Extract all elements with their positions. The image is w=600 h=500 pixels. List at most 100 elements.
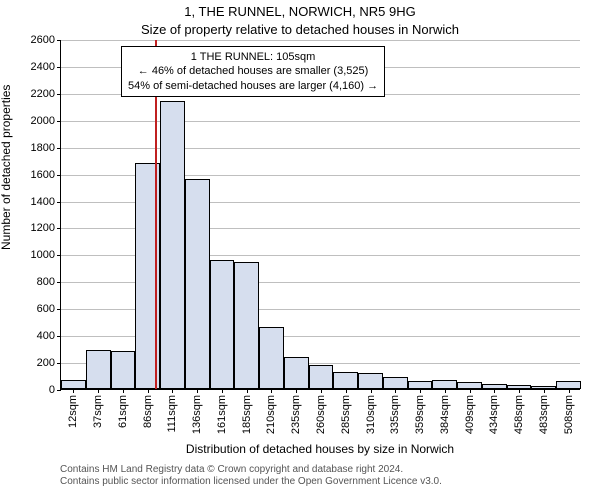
- x-tick-mark: [470, 389, 471, 393]
- y-tick-mark: [57, 40, 61, 41]
- x-tick-label: 136sqm: [191, 395, 203, 434]
- x-tick-label: 235sqm: [290, 395, 302, 434]
- x-tick-label: 260sqm: [315, 395, 327, 434]
- y-tick-label: 1200: [31, 222, 55, 234]
- x-tick-label: 185sqm: [241, 395, 253, 434]
- histogram-bar: [556, 381, 581, 389]
- x-tick-label: 285sqm: [340, 395, 352, 434]
- x-tick-mark: [321, 389, 322, 393]
- plot-area: 0200400600800100012001400160018002000220…: [60, 40, 580, 390]
- annotation-line-3: 54% of semi-detached houses are larger (…: [128, 79, 378, 93]
- x-tick-label: 12sqm: [67, 395, 79, 428]
- x-tick-mark: [371, 389, 372, 393]
- x-tick-label: 335sqm: [389, 395, 401, 434]
- x-tick-mark: [494, 389, 495, 393]
- x-tick-mark: [296, 389, 297, 393]
- x-tick-mark: [73, 389, 74, 393]
- x-tick-mark: [247, 389, 248, 393]
- x-tick-label: 409sqm: [464, 395, 476, 434]
- histogram-bar: [160, 101, 185, 389]
- x-tick-label: 483sqm: [538, 395, 550, 434]
- footer-copyright: Contains HM Land Registry data © Crown c…: [60, 464, 580, 475]
- y-tick-mark: [57, 309, 61, 310]
- histogram-bar: [284, 357, 309, 389]
- y-tick-mark: [57, 336, 61, 337]
- y-tick-label: 1800: [31, 142, 55, 154]
- y-tick-mark: [57, 282, 61, 283]
- x-tick-mark: [271, 389, 272, 393]
- y-tick-label: 400: [37, 330, 55, 342]
- histogram-bar: [111, 351, 136, 389]
- x-tick-label: 458sqm: [513, 395, 525, 434]
- y-tick-label: 2600: [31, 34, 55, 46]
- y-tick-label: 600: [37, 303, 55, 315]
- y-tick-label: 1000: [31, 249, 55, 261]
- histogram-bar: [234, 262, 259, 389]
- y-tick-mark: [57, 390, 61, 391]
- annotation-box: 1 THE RUNNEL: 105sqm← 46% of detached ho…: [121, 46, 385, 97]
- y-tick-mark: [57, 363, 61, 364]
- y-tick-mark: [57, 67, 61, 68]
- x-tick-mark: [148, 389, 149, 393]
- grid-line: [61, 148, 580, 149]
- x-tick-mark: [197, 389, 198, 393]
- y-tick-mark: [57, 202, 61, 203]
- y-tick-label: 2200: [31, 88, 55, 100]
- x-tick-label: 61sqm: [117, 395, 129, 428]
- footer-licence: Contains public sector information licen…: [60, 476, 580, 487]
- y-tick-label: 0: [49, 384, 55, 396]
- histogram-bar: [358, 373, 383, 389]
- x-tick-mark: [445, 389, 446, 393]
- x-tick-label: 359sqm: [414, 395, 426, 434]
- histogram-bar: [86, 350, 111, 389]
- x-tick-mark: [395, 389, 396, 393]
- y-axis-label: Number of detached properties: [0, 85, 13, 250]
- chart-subtitle: Size of property relative to detached ho…: [0, 22, 600, 37]
- x-tick-mark: [172, 389, 173, 393]
- x-tick-mark: [519, 389, 520, 393]
- histogram-bar: [185, 179, 210, 389]
- x-tick-label: 37sqm: [92, 395, 104, 428]
- histogram-bar: [309, 365, 334, 389]
- x-tick-label: 310sqm: [365, 395, 377, 434]
- x-tick-label: 111sqm: [166, 395, 178, 433]
- x-tick-mark: [98, 389, 99, 393]
- x-tick-label: 434sqm: [488, 395, 500, 434]
- histogram-bar: [333, 372, 358, 390]
- histogram-bar: [408, 381, 433, 389]
- x-tick-label: 210sqm: [265, 395, 277, 434]
- x-tick-mark: [222, 389, 223, 393]
- annotation-line-1: 1 THE RUNNEL: 105sqm: [128, 50, 378, 64]
- y-tick-mark: [57, 121, 61, 122]
- y-tick-mark: [57, 148, 61, 149]
- chart-title: 1, THE RUNNEL, NORWICH, NR5 9HG: [0, 4, 600, 19]
- y-tick-label: 2400: [31, 61, 55, 73]
- x-tick-label: 161sqm: [216, 395, 228, 434]
- annotation-line-2: ← 46% of detached houses are smaller (3,…: [128, 64, 378, 78]
- grid-line: [61, 121, 580, 122]
- x-tick-mark: [544, 389, 545, 393]
- histogram-bar: [432, 380, 457, 389]
- x-tick-mark: [346, 389, 347, 393]
- y-tick-mark: [57, 255, 61, 256]
- y-tick-label: 1400: [31, 196, 55, 208]
- x-tick-label: 508sqm: [563, 395, 575, 434]
- x-tick-mark: [420, 389, 421, 393]
- x-tick-mark: [569, 389, 570, 393]
- x-tick-label: 384sqm: [439, 395, 451, 434]
- y-tick-label: 1600: [31, 169, 55, 181]
- x-tick-mark: [123, 389, 124, 393]
- y-tick-mark: [57, 228, 61, 229]
- histogram-bar: [259, 327, 284, 389]
- y-tick-label: 2000: [31, 115, 55, 127]
- y-tick-mark: [57, 175, 61, 176]
- y-tick-label: 800: [37, 276, 55, 288]
- y-tick-mark: [57, 94, 61, 95]
- histogram-bar: [457, 382, 482, 389]
- histogram-bar: [210, 260, 235, 389]
- histogram-bar: [61, 380, 86, 389]
- x-tick-label: 86sqm: [142, 395, 154, 428]
- x-axis-label: Distribution of detached houses by size …: [60, 442, 580, 456]
- y-tick-label: 200: [37, 357, 55, 369]
- histogram-bar: [383, 377, 408, 389]
